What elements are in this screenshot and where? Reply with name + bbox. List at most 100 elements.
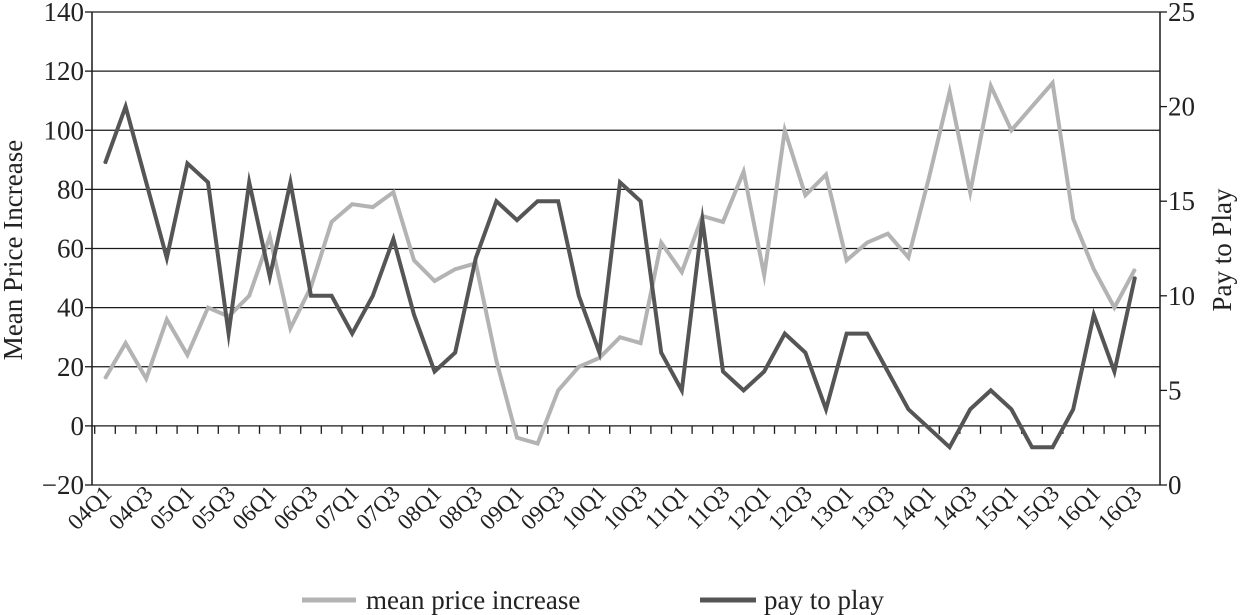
x-tick-label: 08Q1: [392, 481, 446, 535]
y-tick-label: 140: [44, 0, 85, 27]
data-point-mean-price-increase: [660, 241, 662, 244]
data-point-pay-to-play: [845, 332, 848, 335]
data-point-pay-to-play: [742, 389, 745, 392]
data-point-mean-price-increase: [351, 203, 354, 205]
data-point-mean-price-increase: [619, 336, 621, 338]
series-line-pay-to-play: [103, 99, 1137, 451]
data-point-pay-to-play: [330, 295, 333, 297]
data-point-pay-to-play: [351, 332, 354, 335]
x-tick-label: 10Q3: [598, 481, 652, 535]
data-point-pay-to-play: [227, 332, 230, 335]
data-point-pay-to-play: [1093, 313, 1095, 316]
x-tick-label: 14Q3: [928, 481, 982, 535]
data-point-pay-to-play: [866, 332, 868, 335]
data-point-pay-to-play: [619, 181, 621, 184]
y2-tick-label: 10: [1168, 281, 1195, 311]
data-point-pay-to-play: [1072, 408, 1074, 411]
x-tick-label: 14Q1: [887, 481, 941, 535]
data-point-mean-price-increase: [1093, 268, 1095, 270]
data-point-mean-price-increase: [372, 206, 374, 208]
series-lines: [103, 78, 1137, 451]
y2-tick-label: 25: [1168, 0, 1195, 27]
data-point-mean-price-increase: [516, 436, 518, 439]
data-point-mean-price-increase: [804, 194, 807, 197]
x-tick-label: 11Q1: [640, 481, 693, 534]
data-point-pay-to-play: [536, 200, 539, 202]
data-point-pay-to-play: [1113, 370, 1116, 373]
data-point-mean-price-increase: [763, 274, 765, 276]
data-point-mean-price-increase: [681, 271, 683, 273]
data-point-pay-to-play: [928, 427, 930, 430]
data-point-pay-to-play: [166, 257, 168, 259]
data-point-mean-price-increase: [166, 318, 168, 321]
x-tick-label: 06Q3: [269, 481, 323, 535]
y2-tick-label: 20: [1168, 92, 1195, 122]
axis-labels: 140120100806040200−20252015105004Q104Q30…: [42, 0, 1195, 535]
data-point-mean-price-increase: [928, 176, 930, 179]
data-point-mean-price-increase: [557, 389, 559, 392]
x-tick-label: 08Q3: [434, 481, 488, 535]
data-point-mean-price-increase: [433, 280, 436, 282]
data-point-pay-to-play: [1031, 446, 1033, 448]
gridlines: [92, 11, 1160, 486]
data-point-mean-price-increase: [907, 256, 910, 259]
data-point-mean-price-increase: [969, 191, 971, 194]
x-tick-label: 09Q1: [475, 481, 529, 535]
data-point-pay-to-play: [557, 200, 559, 202]
data-point-mean-price-increase: [495, 360, 498, 362]
x-tick-label: 12Q3: [763, 481, 817, 535]
data-point-pay-to-play: [1010, 408, 1013, 411]
data-point-pay-to-play: [392, 238, 395, 240]
data-point-mean-price-increase: [248, 295, 250, 297]
data-point-mean-price-increase: [639, 342, 642, 344]
data-point-mean-price-increase: [289, 327, 292, 330]
data-point-pay-to-play: [475, 257, 477, 259]
data-point-pay-to-play: [660, 351, 662, 354]
x-tick-label: 07Q3: [351, 481, 405, 535]
data-point-pay-to-play: [681, 389, 683, 392]
data-point-pay-to-play: [124, 105, 127, 108]
y-axis-title: Mean Price Increase: [0, 140, 28, 360]
axes: [85, 11, 1167, 486]
data-point-pay-to-play: [495, 200, 498, 202]
data-point-mean-price-increase: [578, 365, 580, 368]
data-point-mean-price-increase: [845, 259, 848, 262]
data-point-mean-price-increase: [330, 221, 333, 223]
data-point-pay-to-play: [598, 351, 601, 354]
y-tick-label: 0: [71, 411, 85, 441]
x-tick-label: 07Q1: [310, 481, 364, 535]
data-point-pay-to-play: [145, 181, 147, 184]
data-point-mean-price-increase: [269, 235, 271, 238]
data-point-pay-to-play: [269, 276, 271, 278]
data-point-pay-to-play: [454, 351, 457, 354]
y-tick-label: 80: [57, 174, 84, 204]
data-point-pay-to-play: [207, 181, 209, 184]
x-tick-label: 11Q3: [681, 481, 734, 534]
y-tick-label: 120: [44, 56, 85, 86]
data-point-pay-to-play: [104, 162, 106, 165]
data-point-pay-to-play: [784, 332, 786, 335]
data-point-mean-price-increase: [536, 442, 539, 445]
data-point-mean-price-increase: [887, 232, 889, 235]
data-point-pay-to-play: [763, 370, 765, 373]
data-point-mean-price-increase: [1031, 105, 1033, 108]
x-tick-label: 13Q1: [804, 481, 858, 535]
y-tick-label: 20: [57, 352, 84, 382]
data-point-pay-to-play: [433, 370, 436, 373]
x-tick-label: 15Q1: [969, 481, 1023, 535]
y-tick-label: 100: [44, 115, 85, 145]
legend-label-mean-price-increase: mean price increase: [366, 585, 580, 615]
data-point-mean-price-increase: [145, 377, 147, 380]
legend-label-pay-to-play: pay to play: [764, 585, 884, 615]
y-tick-label: 40: [57, 293, 84, 323]
data-point-mean-price-increase: [825, 173, 827, 176]
x-tick-label: 05Q1: [145, 481, 199, 535]
data-point-pay-to-play: [248, 181, 250, 184]
series-line-mean-price-increase: [103, 78, 1137, 447]
x-tick-label: 05Q3: [186, 481, 240, 535]
x-tick-label: 10Q1: [557, 481, 611, 535]
data-point-mean-price-increase: [722, 221, 724, 223]
data-point-mean-price-increase: [866, 241, 868, 244]
data-point-mean-price-increase: [1010, 129, 1013, 132]
